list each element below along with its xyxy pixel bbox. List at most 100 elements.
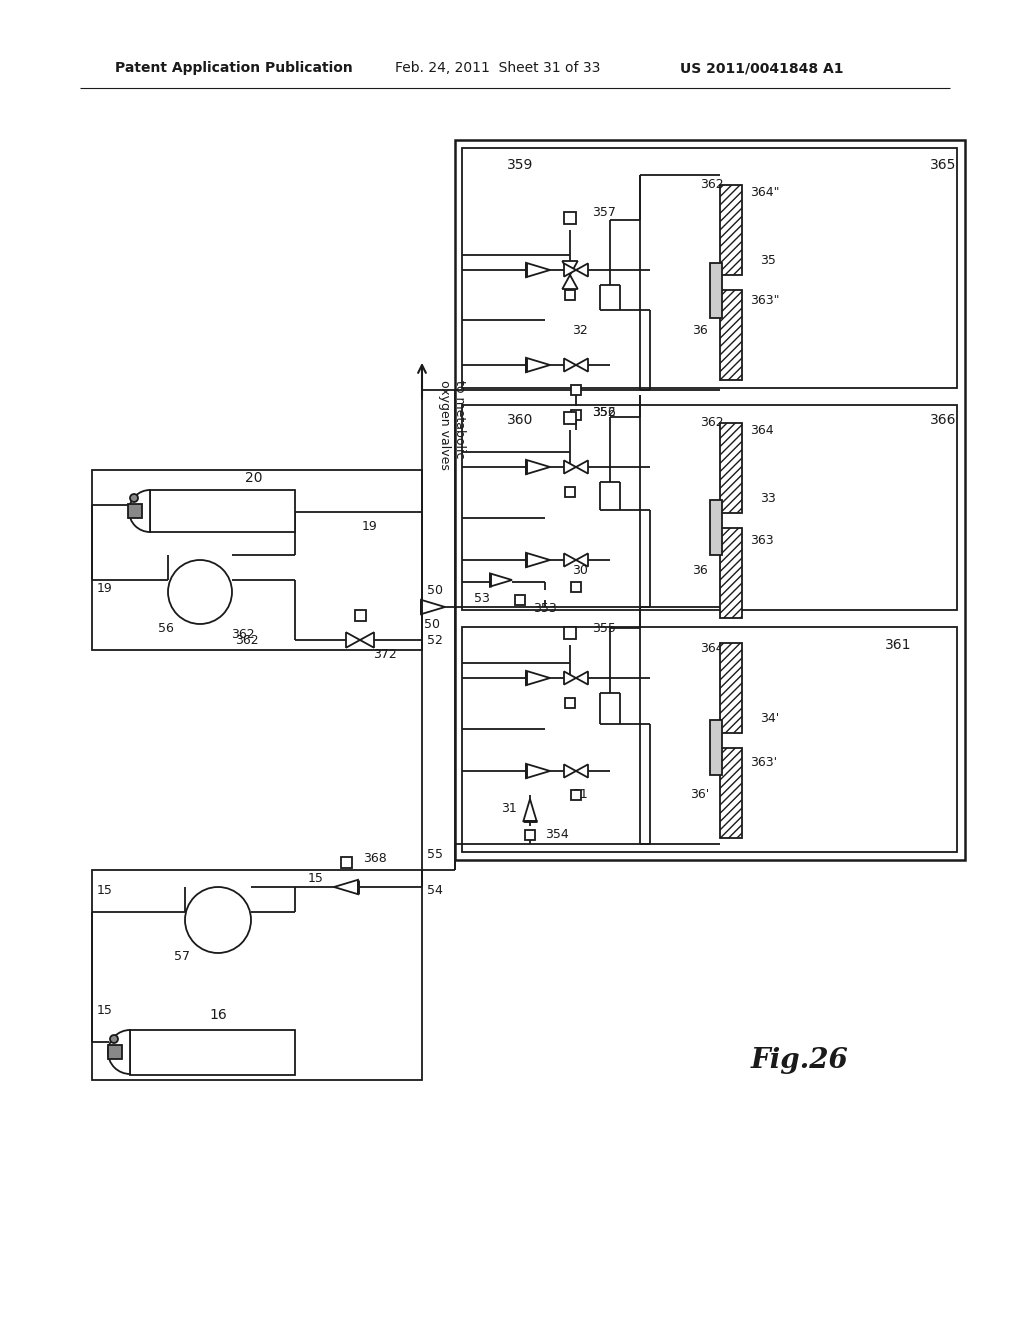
Text: 31: 31 [502,801,517,814]
Polygon shape [562,261,578,275]
Text: to metabolic
oxygen valves: to metabolic oxygen valves [438,380,466,470]
Bar [92,470,422,649]
Bar [92,870,422,1080]
Text: 50: 50 [424,619,440,631]
Text: 19: 19 [97,582,113,594]
Text: 353: 353 [534,602,557,615]
Bar [525,830,535,840]
Bar [130,1030,295,1074]
Text: 35: 35 [760,253,776,267]
Bar [720,748,742,838]
Circle shape [130,494,138,502]
Text: 52: 52 [427,634,443,647]
Polygon shape [526,553,550,568]
Bar [462,627,957,851]
Bar [462,148,957,388]
Text: 363: 363 [750,533,773,546]
Text: Fig.26: Fig.26 [752,1047,849,1073]
Polygon shape [526,263,550,277]
Text: 36': 36' [690,788,710,801]
Text: 36: 36 [692,564,708,577]
Text: 364': 364' [700,642,727,655]
Bar [355,610,366,620]
Polygon shape [564,672,575,685]
Text: 357: 357 [592,206,615,219]
Bar [564,627,575,639]
Text: 361: 361 [885,638,911,652]
Bar [515,595,525,605]
Text: 15: 15 [97,1003,113,1016]
Bar [564,412,575,424]
Bar [710,719,722,775]
Polygon shape [360,632,374,648]
Bar [341,857,352,869]
Text: Feb. 24, 2011  Sheet 31 of 33: Feb. 24, 2011 Sheet 31 of 33 [395,61,600,75]
Text: 15: 15 [308,871,324,884]
Bar [571,385,581,395]
Text: 20: 20 [245,471,262,484]
Polygon shape [564,359,575,372]
Bar [571,411,581,420]
Bar [720,643,742,733]
Polygon shape [346,632,360,648]
Polygon shape [526,764,550,779]
Bar [108,1045,122,1059]
Text: US 2011/0041848 A1: US 2011/0041848 A1 [680,61,844,75]
Polygon shape [575,672,588,685]
Polygon shape [575,764,588,777]
Polygon shape [526,671,550,685]
Wedge shape [129,490,150,532]
Text: 34': 34' [760,711,779,725]
Polygon shape [526,358,550,372]
Bar [564,213,575,224]
Text: 362: 362 [236,634,259,647]
Bar [571,789,581,800]
Text: 356: 356 [592,407,615,420]
Text: 354: 354 [545,829,568,842]
Circle shape [168,560,232,624]
Polygon shape [523,799,537,821]
Text: 359: 359 [507,158,534,172]
Bar [720,422,742,513]
Text: 16: 16 [209,1008,227,1022]
Text: 57: 57 [174,949,190,962]
Text: 364: 364 [750,424,773,437]
Bar [565,698,575,708]
Text: 30: 30 [572,564,588,577]
Text: 352: 352 [592,407,615,420]
Polygon shape [562,275,578,289]
Text: 36: 36 [692,323,708,337]
Polygon shape [564,764,575,777]
Text: 33: 33 [760,491,776,504]
Polygon shape [575,553,588,566]
Polygon shape [575,264,588,277]
Text: 54: 54 [427,883,443,896]
Polygon shape [564,461,575,474]
Text: 15: 15 [97,883,113,896]
Bar [710,263,722,318]
Polygon shape [564,553,575,566]
Bar [128,504,142,517]
Bar [720,290,742,380]
Circle shape [185,887,251,953]
Text: 365: 365 [930,158,956,172]
Text: Patent Application Publication: Patent Application Publication [115,61,352,75]
Bar [462,405,957,610]
Text: 53: 53 [474,591,490,605]
Text: 368: 368 [362,851,387,865]
Text: 360: 360 [507,413,534,426]
Bar [710,500,722,554]
Bar [571,582,581,591]
Polygon shape [421,599,445,614]
Text: 31: 31 [572,788,588,801]
Text: 362: 362 [700,178,724,191]
Text: 362: 362 [231,628,255,642]
Text: 32: 32 [572,323,588,337]
Bar [455,140,965,861]
Bar [720,185,742,275]
Text: 50: 50 [427,583,443,597]
Bar [565,290,575,300]
Polygon shape [334,880,358,894]
Text: 366: 366 [930,413,956,426]
Wedge shape [108,1030,130,1074]
